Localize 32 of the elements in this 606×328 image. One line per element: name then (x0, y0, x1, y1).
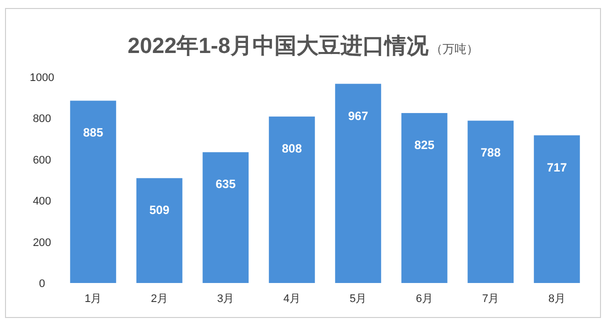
data-label: 788 (480, 146, 501, 160)
x-tick-label: 4月 (283, 293, 300, 305)
bar (70, 100, 116, 283)
bar (401, 113, 448, 283)
data-label: 509 (149, 203, 170, 218)
data-label: 825 (414, 138, 435, 152)
x-tick-label: 6月 (416, 293, 433, 305)
data-label: 808 (282, 142, 302, 156)
x-tick-label: 8月 (548, 293, 566, 305)
x-tick-label: 3月 (217, 293, 234, 305)
bar (335, 84, 382, 283)
data-label: 635 (216, 177, 236, 192)
bar (136, 178, 182, 283)
chart-title: 2022年1-8月中国大豆进口情况 (128, 33, 430, 58)
y-tick-label: 0 (38, 278, 46, 290)
bar (534, 135, 580, 283)
data-label: 967 (348, 108, 368, 123)
data-label: 717 (546, 160, 568, 174)
data-label: 885 (83, 126, 104, 140)
bar (202, 152, 249, 283)
y-tick-label: 600 (32, 154, 52, 166)
y-tick-label: 200 (32, 236, 52, 249)
x-tick-label: 7月 (482, 293, 500, 305)
bar (468, 120, 514, 283)
x-tick-label: 1月 (84, 293, 102, 305)
y-tick-label: 400 (32, 196, 52, 208)
y-tick-label: 800 (32, 113, 52, 126)
x-tick-label: 5月 (350, 293, 367, 305)
chart-subtitle: （万吨） (430, 42, 478, 56)
x-tick-label: 2月 (150, 293, 168, 305)
bar (268, 116, 315, 283)
y-tick-label: 1000 (30, 72, 54, 84)
